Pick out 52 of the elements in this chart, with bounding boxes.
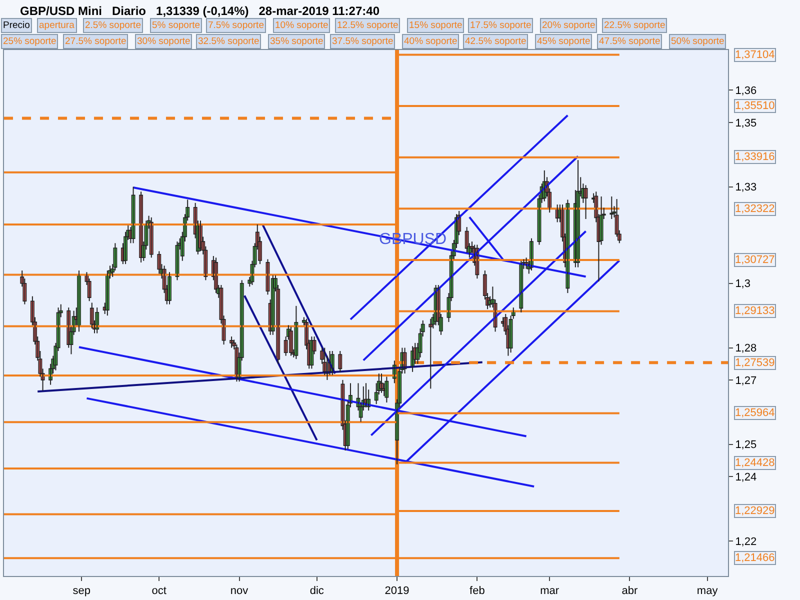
text: 17.5% soporte — [470, 20, 532, 31]
text: 1,32322 — [735, 203, 775, 215]
y-tick-label: 1,28 — [735, 342, 757, 355]
text: 40% soporte — [404, 36, 458, 47]
text: 1,24428 — [735, 457, 775, 469]
x-tick-label: mar — [540, 585, 560, 598]
text: 35% soporte — [270, 36, 324, 47]
text: 7.5% soporte — [208, 20, 264, 31]
text: 1,25964 — [735, 407, 775, 419]
series-label: 1,27539 — [735, 357, 775, 369]
chart-title: GBP/USD Mini Diario 1,31339 (-0,14%) 28-mar-2019 11:27:40 — [20, 4, 380, 18]
y-tick-label: 1,35 — [735, 117, 757, 130]
text: 12.5% soporte — [337, 20, 398, 31]
text: 20% soporte — [542, 20, 596, 31]
x-tick-label: oct — [152, 585, 166, 598]
y-tick-label: 1,27 — [735, 374, 757, 387]
x-tick-label: sep — [72, 585, 90, 598]
text: 1,30727 — [735, 254, 775, 266]
text: 42.5% soporte — [465, 36, 526, 47]
text: 27.5% soporte — [65, 36, 126, 47]
y-tick-label: 1,25 — [735, 439, 757, 452]
text: 1,35510 — [735, 100, 775, 112]
text: 1,37104 — [735, 49, 775, 61]
text: 2.5% soporte — [85, 20, 141, 31]
y-tick-label: 1,36 — [735, 85, 757, 98]
x-tick-label: abr — [622, 585, 638, 598]
text: 1,29133 — [735, 305, 775, 317]
text: apertura — [39, 20, 76, 31]
text: 47.5% soporte — [599, 36, 660, 47]
text: 22.5% soporte — [604, 20, 666, 31]
text: 10% soporte — [275, 20, 328, 31]
x-tick-label: may — [696, 585, 718, 598]
x-tick-label: nov — [230, 585, 249, 598]
x-tick-label: 2019 — [384, 585, 410, 598]
text: Precio — [3, 20, 30, 31]
y-tick-label: 1,22 — [735, 536, 757, 548]
y-tick-label: 1,33 — [735, 182, 757, 194]
text: 1,21466 — [735, 552, 775, 564]
text: 37.5% soporte — [332, 36, 394, 47]
text: 1,22929 — [735, 505, 775, 517]
text: 30% soporte — [137, 36, 190, 47]
text: 45% soporte — [537, 36, 590, 47]
text: 50% soporte — [671, 36, 724, 47]
text: 1,33916 — [735, 151, 775, 163]
x-tick-label: dic — [310, 585, 324, 598]
x-tick-label: feb — [470, 585, 485, 598]
text: 5% soporte — [152, 20, 200, 31]
text: 15% soporte — [409, 20, 462, 31]
y-tick-label: 1,24 — [735, 471, 757, 484]
text: 25% soporte — [3, 36, 56, 47]
text: 32.5% soporte — [198, 36, 260, 47]
y-tick-label: 1,3 — [735, 278, 750, 290]
